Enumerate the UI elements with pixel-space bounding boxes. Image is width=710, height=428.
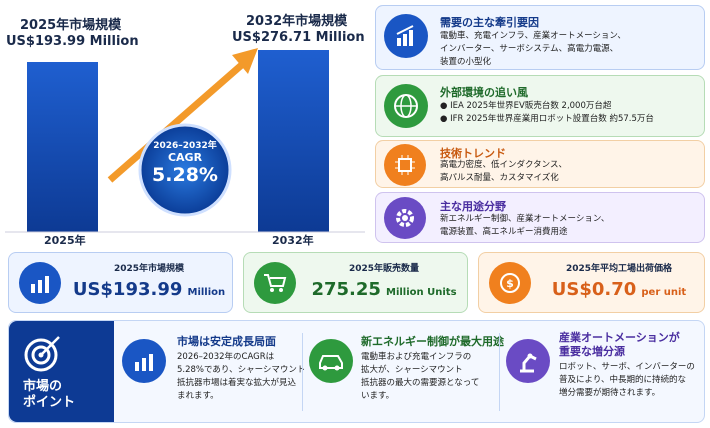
stat-title: 2025年市場規模 (113, 264, 185, 274)
driver-line-text: IFR 2025年世界産業用ロボット設置台数 約57.5万台 (450, 114, 654, 124)
driver-line: 高パルス耐量、カスタマイズ化 (440, 173, 559, 183)
point-line: 5.28%であり、シャーシマウント (177, 365, 306, 375)
bar-2032 (258, 50, 329, 232)
driver-line: ● IEA 2025年世界EV販売台数 2,000万台超 (440, 101, 612, 111)
driver-card: 主な用途分野 新エネルギー制御、産業オートメーション、 電源装置、高エネルギー消費… (375, 192, 705, 243)
arrow-head (232, 48, 258, 74)
point-line: 2026–2032年のCAGRは (177, 352, 275, 362)
cagr-value: 5.28% (152, 164, 218, 186)
growth-arrow (107, 59, 248, 183)
stat-value-row: 275.25 Million Units (300, 279, 468, 300)
point-line: 抵抗器市場は着実な拡大が見込 (177, 378, 297, 388)
target-icon (24, 336, 60, 372)
driver-line: インバーター、サーボシステム、高電力電源、 (440, 44, 619, 54)
icon (122, 339, 166, 383)
cagr-label: CAGR (167, 151, 203, 164)
stat-value: US$0.70 (551, 279, 637, 300)
point-title-line: 重要な増分源 (559, 345, 625, 358)
icon (506, 339, 550, 383)
point-line: 電動車および充電インフラの (361, 352, 472, 362)
point-line: 増分需要が期待されます。 (559, 388, 661, 398)
stat-value-row: US$0.70 per unit (539, 279, 699, 300)
driver-line: 高電力密度、低インダクタンス、 (440, 160, 567, 170)
point-line: ロボット、サーボ、インバーターの (559, 362, 695, 372)
icon (384, 84, 428, 128)
driver-card: 外部環境の追い風 ● IEA 2025年世界EV販売台数 2,000万台超 ● I… (375, 75, 705, 137)
driver-title: 主な用途分野 (440, 200, 506, 213)
icon (254, 262, 296, 304)
bar-2025 (27, 62, 98, 232)
icon (19, 262, 61, 304)
stat-title: 2025年平均工場出荷価格 (565, 264, 673, 274)
points-label-line: ポイント (23, 395, 76, 410)
cagr: 2026–2032年 CAGR 5.28% (140, 138, 230, 186)
divider (302, 333, 303, 411)
point-line: 普及により、中長期的に持続的な (559, 375, 686, 385)
point-line: います。 (361, 391, 395, 401)
driver-line: 装置の小型化 (440, 57, 492, 67)
stat-value: 275.25 (311, 279, 381, 300)
point-line: 拡大が、シャーシマウント (361, 365, 463, 375)
svg-text:$: $ (506, 277, 514, 290)
point-title: 産業オートメーションが 重要な増分源 (559, 331, 680, 359)
driver-line: 新エネルギー制御、産業オートメーション、 (440, 214, 610, 224)
driver-line: ● IFR 2025年世界産業用ロボット設置台数 約57.5万台 (440, 114, 654, 124)
stat-title: 2025年販売数量 (348, 264, 420, 274)
icon (384, 197, 426, 239)
stat-card: $ 2025年平均工場出荷価格 US$0.70 per unit (478, 252, 705, 313)
cagr-circle (138, 123, 232, 217)
point-title: 新エネルギー制御が最大用途 (361, 335, 504, 348)
stat-unit: per unit (641, 287, 687, 298)
start-year: 2025年 (44, 234, 86, 247)
driver-title: 外部環境の追い風 (440, 86, 528, 99)
stat-value-row: US$193.99 Million (69, 279, 229, 300)
driver-title: 技術トレンド (440, 147, 506, 160)
divider (499, 333, 500, 411)
points-panel: 市場の ポイント 市場は安定成長局面 2026–2032年のCAGRは 5.28%で… (8, 320, 705, 423)
end-year: 2032年 (272, 234, 314, 247)
stat-unit: Million (187, 287, 226, 298)
cagr-period: 2026–2032年 (153, 141, 217, 151)
driver-card: 需要の主な牽引要因 電動車、充電インフラ、産業オートメーション、 インバーター、サ… (375, 5, 705, 70)
stat-unit: Million Units (386, 287, 457, 298)
icon (309, 339, 353, 383)
stat-card: 2025年販売数量 275.25 Million Units (243, 252, 468, 313)
stat-value: US$193.99 (72, 279, 183, 300)
start-title: 2025年市場規模 (20, 18, 122, 33)
icon: $ (489, 262, 531, 304)
icon (384, 144, 426, 186)
point-title-line: 産業オートメーションが (559, 331, 680, 344)
market-graphic (5, 48, 365, 233)
point-title: 市場は安定成長局面 (177, 335, 276, 348)
points-label: 市場の ポイント (23, 379, 75, 411)
point-line: 抵抗器の最大の需要源となって (361, 378, 480, 388)
end-value: US$276.71 Million (232, 30, 365, 45)
start-value: US$193.99 Million (6, 34, 139, 49)
icon (384, 14, 428, 58)
driver-card: 技術トレンド 高電力密度、低インダクタンス、 高パルス耐量、カスタマイズ化 (375, 140, 705, 188)
point-line: まれます。 (177, 391, 219, 401)
driver-line-text: IEA 2025年世界EV販売台数 2,000万台超 (450, 101, 612, 111)
points-label-bg (9, 321, 114, 422)
driver-title: 需要の主な牽引要因 (440, 16, 539, 29)
end-title: 2032年市場規模 (246, 14, 348, 29)
stat-card: 2025年市場規模 US$193.99 Million (8, 252, 233, 313)
points-label-line: 市場の (23, 379, 63, 394)
driver-line: 電動車、充電インフラ、産業オートメーション、 (440, 31, 626, 41)
driver-line: 電源装置、高エネルギー消費用途 (440, 227, 568, 237)
